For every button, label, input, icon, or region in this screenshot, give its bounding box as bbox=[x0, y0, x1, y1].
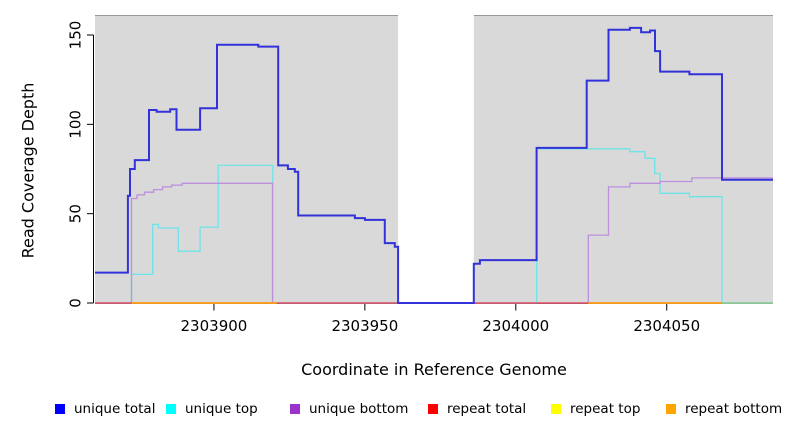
x-tick-label: 2304050 bbox=[633, 317, 700, 335]
unique-top-swatch bbox=[166, 404, 176, 414]
legend-label: unique bottom bbox=[309, 401, 409, 417]
legend-label: repeat bottom bbox=[685, 401, 783, 417]
y-tick-label: 100 bbox=[67, 110, 85, 139]
legend-item-repeat-total: repeat total bbox=[428, 399, 526, 419]
legend-label: unique top bbox=[185, 401, 258, 417]
series-unique-bottom bbox=[95, 177, 773, 304]
y-tick-label: 50 bbox=[67, 204, 85, 223]
unique-bottom-swatch bbox=[290, 404, 300, 414]
plot-panel bbox=[473, 15, 773, 303]
y-tick-label: 150 bbox=[67, 21, 85, 50]
legend-item-repeat-bottom: repeat bottom bbox=[666, 399, 782, 419]
repeat-bottom-swatch bbox=[666, 404, 676, 414]
repeat-top-swatch bbox=[551, 404, 561, 414]
legend-item-unique-top: unique top bbox=[166, 399, 258, 419]
legend-label: unique total bbox=[74, 401, 156, 417]
x-axis-label: Coordinate in Reference Genome bbox=[301, 360, 567, 379]
x-tick-label: 2303900 bbox=[181, 317, 248, 335]
x-tick-label: 2304000 bbox=[482, 317, 549, 335]
x-tick-label: 2303950 bbox=[331, 317, 398, 335]
plot-panel bbox=[95, 15, 399, 303]
legend-item-unique-total: unique total bbox=[55, 399, 155, 419]
legend-item-unique-bottom: unique bottom bbox=[290, 399, 408, 419]
legend: unique total unique top unique bottom re… bbox=[0, 399, 792, 423]
y-axis-label: Read Coverage Depth bbox=[18, 82, 38, 259]
legend-item-repeat-top: repeat top bbox=[551, 399, 640, 419]
repeat-total-swatch bbox=[428, 404, 438, 414]
series-unique-top bbox=[95, 164, 399, 304]
legend-label: repeat total bbox=[447, 401, 527, 417]
y-tick-label: 0 bbox=[67, 298, 85, 308]
series-unique-total bbox=[95, 26, 773, 304]
unique-total-swatch bbox=[55, 404, 65, 414]
legend-label: repeat top bbox=[570, 401, 641, 417]
